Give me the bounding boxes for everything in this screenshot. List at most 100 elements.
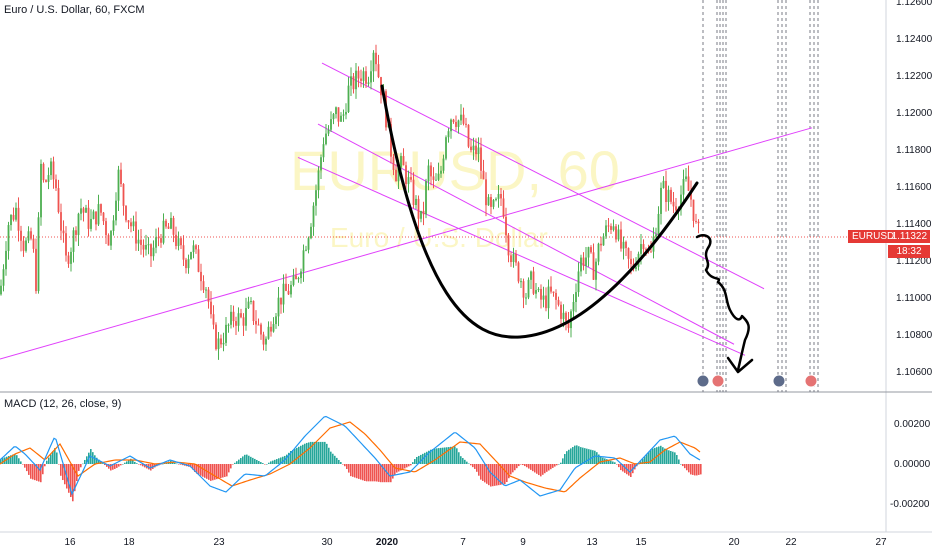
macd-histogram [0, 441, 702, 502]
candle [660, 182, 662, 225]
histogram-bar [114, 464, 116, 469]
candle [75, 226, 77, 242]
candle [135, 211, 137, 251]
histogram-bar [228, 464, 230, 473]
histogram-bar [690, 464, 692, 475]
histogram-bar [272, 460, 274, 464]
histogram-bar [234, 462, 236, 464]
price-tick-label: 1.10800 [896, 330, 932, 341]
histogram-bar [450, 446, 452, 464]
histogram-bar [298, 446, 300, 464]
candle [165, 218, 167, 229]
histogram-bar [530, 464, 532, 470]
histogram-bar [236, 461, 238, 464]
candle [447, 128, 450, 143]
histogram-bar [16, 455, 18, 464]
trendlines[interactable] [0, 62, 813, 360]
candle [585, 247, 587, 274]
candle [297, 276, 300, 283]
histogram-bar [386, 464, 388, 483]
histogram-bar [588, 449, 590, 464]
candle [372, 50, 375, 82]
histogram-bar [138, 464, 140, 465]
histogram-bar [42, 464, 44, 475]
histogram-bar [224, 464, 226, 477]
histogram-bar [538, 464, 540, 476]
candle [357, 66, 360, 88]
flag-icon [772, 374, 786, 388]
candle [282, 274, 285, 313]
histogram-bar [596, 452, 598, 464]
macd-axis[interactable]: 0.00200 0.00000 -0.00200 [890, 419, 931, 510]
candle [192, 240, 195, 259]
macd-line [0, 415, 701, 497]
candle [32, 234, 35, 253]
candle [240, 308, 242, 319]
histogram-bar [480, 464, 482, 480]
candle [102, 211, 105, 226]
histogram-bar [232, 464, 234, 465]
histogram-bar [608, 459, 610, 464]
drawn-forecast-arrow[interactable] [695, 233, 754, 374]
price-axis[interactable]: 1.12600 1.12400 1.12200 1.12000 1.11800 1.116… [896, 0, 932, 378]
time-tick-label: 9 [520, 537, 526, 548]
histogram-bar [342, 464, 344, 465]
candle [607, 217, 610, 233]
histogram-bar [178, 464, 180, 465]
candle [537, 287, 540, 293]
histogram-bar [226, 464, 228, 477]
candle [692, 199, 695, 228]
histogram-bar [474, 464, 476, 469]
histogram-bar [398, 464, 400, 472]
time-axis[interactable]: 16 18 23 30 2020 7 9 13 15 20 22 27 [64, 537, 887, 548]
time-tick-label: 30 [321, 537, 333, 548]
macd-tick-label: 0.00000 [894, 459, 931, 470]
histogram-bar [456, 448, 458, 464]
histogram-bar [180, 464, 182, 465]
histogram-bar [198, 464, 200, 475]
event-flags[interactable] [696, 374, 818, 388]
ascending-trendline [0, 127, 813, 360]
candle [277, 287, 280, 327]
candle [687, 165, 690, 191]
histogram-bar [176, 463, 178, 465]
candle [350, 67, 352, 96]
histogram-bar [380, 464, 382, 483]
candle [200, 263, 202, 291]
candle [530, 270, 532, 289]
histogram-bar [444, 447, 446, 464]
price-tick-label: 1.12600 [896, 0, 932, 8]
candle [290, 280, 292, 298]
candle [412, 172, 415, 209]
histogram-bar [324, 441, 326, 464]
candle [697, 219, 700, 234]
candle [345, 103, 347, 120]
time-tick-label: 15 [635, 537, 647, 548]
histogram-bar [560, 462, 562, 464]
candle [665, 170, 667, 212]
histogram-bar [316, 441, 318, 464]
histogram-bar [424, 452, 426, 464]
histogram-bar [568, 449, 570, 464]
candle [232, 305, 235, 328]
candle [337, 107, 340, 127]
histogram-bar [572, 447, 574, 464]
candle [55, 174, 57, 192]
candle [375, 44, 377, 72]
candle [155, 228, 157, 254]
candle [427, 159, 430, 191]
histogram-bar [648, 451, 650, 464]
macd-indicator-title[interactable]: MACD (12, 26, close, 9) [4, 398, 122, 410]
channel-lower-line [297, 156, 746, 356]
candle [280, 297, 282, 314]
candle [117, 165, 120, 212]
candle [327, 125, 330, 137]
flag-icon [804, 374, 818, 388]
symbol-title[interactable]: Euro / U.S. Dollar, 60, FXCM [4, 4, 145, 16]
drawn-cup-curve[interactable] [380, 84, 699, 339]
histogram-bar [362, 464, 364, 481]
histogram-bar [590, 449, 592, 464]
candle [307, 236, 310, 254]
histogram-bar [472, 464, 474, 468]
